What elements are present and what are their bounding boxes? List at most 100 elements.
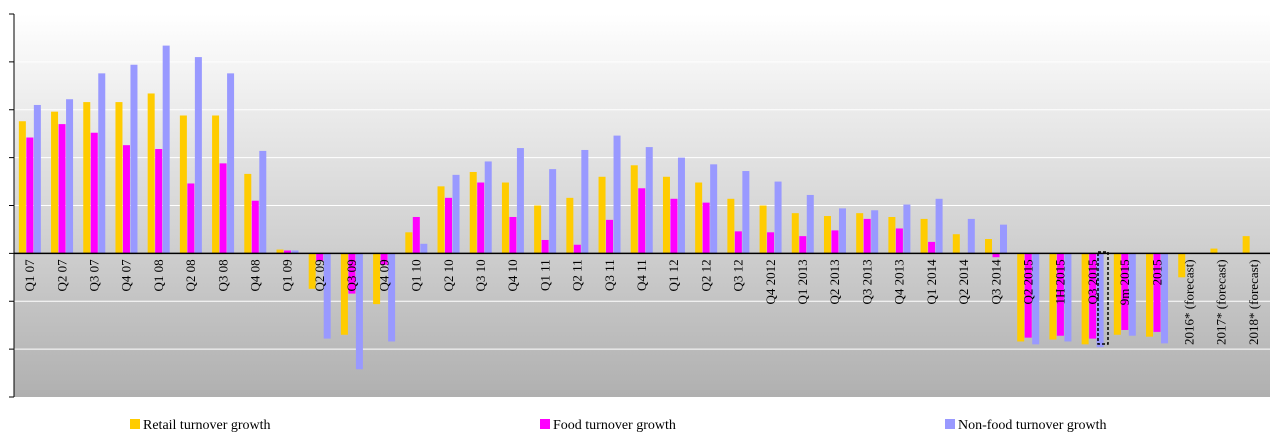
- bar: [445, 197, 453, 254]
- bar: [856, 213, 864, 254]
- bar: [58, 124, 66, 254]
- legend-label: Non-food turnover growth: [958, 418, 1107, 433]
- bar: [244, 173, 252, 254]
- bar: [66, 99, 74, 254]
- legend-swatch: [130, 419, 140, 429]
- bar: [147, 93, 155, 254]
- bar: [219, 163, 227, 254]
- x-tick-label: 9m 2015: [1117, 259, 1132, 305]
- bar: [670, 198, 678, 254]
- legend-swatch: [945, 419, 955, 429]
- bar: [251, 200, 259, 254]
- bar: [598, 176, 606, 254]
- bar: [452, 174, 460, 254]
- bar: [727, 198, 735, 254]
- bar: [340, 253, 348, 335]
- bar: [1153, 253, 1161, 332]
- bar: [388, 253, 396, 342]
- bar: [212, 115, 220, 254]
- bar: [806, 194, 814, 254]
- bar: [677, 157, 685, 254]
- y-axis-ticks: [9, 13, 14, 398]
- x-tick-label: Q2 09: [312, 259, 327, 291]
- bar: [1121, 253, 1129, 330]
- bar: [51, 111, 59, 254]
- bar: [259, 150, 267, 254]
- x-axis-labels: Q1 07 Q2 07 Q3 07 Q4 07 Q1 08 Q2 08 Q3 08 Q4 08…: [22, 259, 1261, 345]
- bar: [18, 121, 26, 254]
- bar: [1089, 253, 1097, 339]
- x-tick-label: Q1 09: [280, 259, 295, 291]
- bar: [501, 182, 509, 254]
- bar: [276, 249, 284, 254]
- x-tick-label: Q4 2012: [763, 259, 778, 304]
- legend-swatch: [540, 419, 550, 429]
- bar: [1210, 248, 1218, 254]
- bar: [187, 183, 195, 254]
- bar: [549, 169, 557, 254]
- bar: [155, 149, 163, 254]
- bar: [799, 236, 807, 254]
- x-tick-label: 1H 2015: [1053, 259, 1068, 304]
- x-tick-label: Q3 09: [344, 259, 359, 291]
- bar: [98, 73, 106, 254]
- x-tick-label: Q4 09: [376, 259, 391, 291]
- x-tick-label: Q4 08: [248, 259, 263, 291]
- bar: [420, 243, 428, 254]
- bar: [630, 165, 638, 254]
- bar: [90, 132, 98, 254]
- x-tick-label: Q3 2013: [859, 259, 874, 304]
- x-tick-label: Q2 11: [570, 259, 585, 291]
- bar: [662, 176, 670, 254]
- bar: [566, 197, 574, 254]
- bar: [1024, 253, 1032, 338]
- bar: [759, 205, 767, 254]
- bar: [613, 135, 621, 254]
- bar: [928, 241, 936, 254]
- bar: [573, 244, 581, 254]
- legend: Retail turnover growth Food turnover grow…: [130, 418, 1107, 433]
- bar: [1242, 236, 1250, 254]
- bar: [702, 202, 710, 254]
- bar: [122, 145, 130, 254]
- x-tick-label: Q3 2014: [988, 259, 1003, 305]
- bar: [767, 232, 775, 254]
- bar: [179, 115, 187, 254]
- bar: [863, 218, 871, 254]
- x-tick-label: Q2 12: [698, 259, 713, 291]
- x-tick-label: Q1 11: [537, 259, 552, 291]
- x-tick-label: Q2 07: [54, 259, 69, 292]
- x-tick-label: 2017* (forecast): [1214, 259, 1229, 345]
- bar: [1161, 253, 1169, 344]
- bar: [985, 239, 993, 254]
- bar: [935, 198, 943, 254]
- bar: [638, 188, 646, 254]
- bar: [1000, 224, 1008, 254]
- x-tick-label: Q3 11: [602, 259, 617, 291]
- x-tick-label: 2016* (forecast): [1181, 259, 1196, 345]
- x-tick-label: Q3 10: [473, 259, 488, 291]
- x-tick-label: Q1 2014: [924, 259, 939, 305]
- bar: [130, 64, 138, 254]
- bar: [967, 218, 975, 254]
- bar: [734, 231, 742, 254]
- bar: [308, 253, 316, 289]
- x-tick-label: Q4 11: [634, 259, 649, 291]
- bar: [33, 104, 41, 254]
- x-tick-label: Q1 08: [151, 259, 166, 291]
- legend-label: Food turnover growth: [553, 418, 676, 433]
- legend-label: Retail turnover growth: [143, 418, 271, 433]
- bar: [1146, 253, 1154, 337]
- x-tick-label: Q2 10: [441, 259, 456, 291]
- x-tick-label: Q4 07: [119, 259, 134, 292]
- bar: [710, 164, 718, 254]
- bar: [162, 45, 170, 254]
- bar: [115, 102, 123, 254]
- bar: [871, 210, 879, 254]
- bar: [888, 216, 896, 254]
- bar: [823, 216, 831, 254]
- x-tick-label: Q3 2015: [1085, 259, 1100, 304]
- bars: [18, 45, 1250, 370]
- highlight-box: [1097, 251, 1109, 345]
- bar: [791, 213, 799, 254]
